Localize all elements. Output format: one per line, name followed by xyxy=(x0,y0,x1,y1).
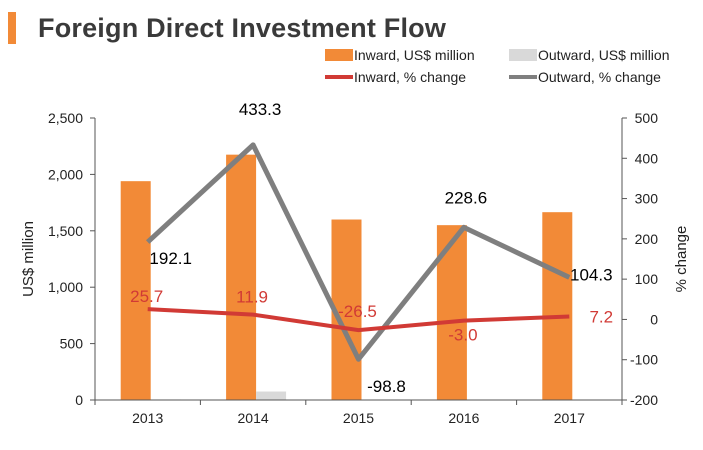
lines-layer xyxy=(146,142,571,362)
y-left-tick-label: 0 xyxy=(75,392,83,408)
title-accent-bar xyxy=(8,12,16,44)
bar-inward-2013 xyxy=(120,181,151,400)
y-right-tick-label: 200 xyxy=(635,231,659,247)
data-label-inward-2013: 25.7 xyxy=(130,287,163,306)
axes-layer: 2013 2014 2015 2016 2017 0 500 1,000 1,500 2,000 2… xyxy=(20,110,690,426)
legend-label-0: Inward, US$ million xyxy=(354,47,475,63)
y-right-tick-label: 500 xyxy=(635,110,659,126)
legend-swatch-0 xyxy=(325,49,353,61)
data-label-inward-2015: -26.5 xyxy=(338,302,377,321)
data-label-outward-2016: 228.6 xyxy=(445,188,488,207)
x-tick-label: 2016 xyxy=(448,410,479,426)
data-labels-layer: 192.1 433.3 -98.8 228.6 104.3 25.7 11.9 -26.5 -3… xyxy=(130,100,613,396)
data-label-inward-2016: -3.0 xyxy=(448,326,477,345)
x-tick-label: 2014 xyxy=(238,410,269,426)
bar-inward-2017 xyxy=(542,212,573,400)
y-left-tick-label: 2,500 xyxy=(48,110,83,126)
legend-swatch-1 xyxy=(509,49,537,61)
legend-label-1: Outward, US$ million xyxy=(538,47,670,63)
y-left-tick-label: 500 xyxy=(60,336,84,352)
bar-outward-2014 xyxy=(256,391,287,400)
legend: Inward, US$ million Outward, US$ million I… xyxy=(325,47,670,85)
data-label-outward-2014: 433.3 xyxy=(239,100,282,119)
bars-layer xyxy=(120,154,573,400)
y-left-tick-label: 1,500 xyxy=(48,223,83,239)
x-tick-label: 2017 xyxy=(554,410,585,426)
data-label-outward-2013: 192.1 xyxy=(149,249,192,268)
y-right-tick-label: -100 xyxy=(630,352,658,368)
y-left-tick-label: 1,000 xyxy=(48,279,83,295)
y-right-tick-label: -200 xyxy=(630,392,658,408)
y-right-axis-title: % change xyxy=(673,226,690,293)
legend-label-2: Inward, % change xyxy=(354,69,466,85)
y-left-tick-label: 2,000 xyxy=(48,166,83,182)
y-right-tick-label: 0 xyxy=(650,311,658,327)
bar-inward-2014 xyxy=(226,154,257,400)
bar-inward-2016 xyxy=(436,225,467,400)
chart-header: Foreign Direct Investment Flow xyxy=(8,10,446,46)
line-inward-pct-change xyxy=(147,307,570,333)
y-right-tick-label: 400 xyxy=(635,150,659,166)
legend-label-3: Outward, % change xyxy=(538,69,661,85)
x-tick-label: 2013 xyxy=(132,410,163,426)
y-right-tick-label: 300 xyxy=(635,191,659,207)
data-label-inward-2017: 7.2 xyxy=(589,308,613,327)
x-tick-label: 2015 xyxy=(343,410,374,426)
chart-title: Foreign Direct Investment Flow xyxy=(38,12,447,43)
y-left-axis-title: US$ million xyxy=(20,221,37,297)
data-label-outward-2015: -98.8 xyxy=(367,377,406,396)
data-label-outward-2017: 104.3 xyxy=(570,265,613,284)
data-label-inward-2014: 11.9 xyxy=(236,288,268,307)
y-right-tick-label: 100 xyxy=(635,271,659,287)
line-outward-pct-change xyxy=(146,142,571,362)
